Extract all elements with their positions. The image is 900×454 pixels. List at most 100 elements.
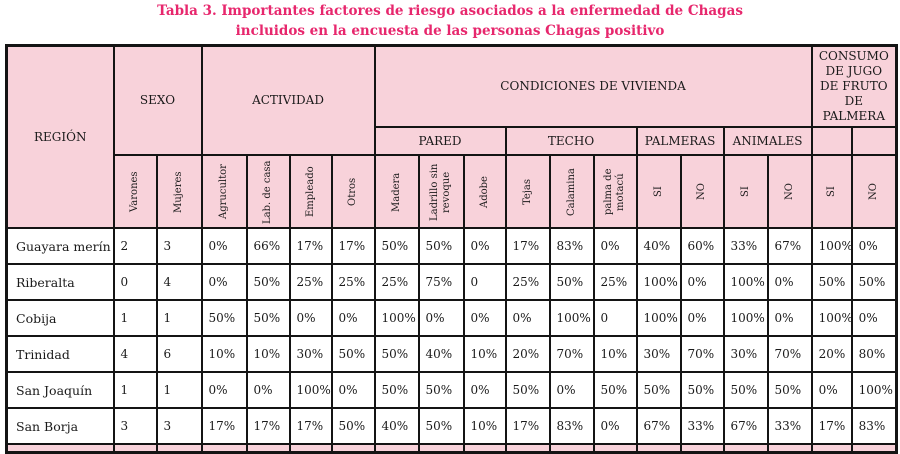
- column-header-tejas: Tejas: [504, 154, 551, 229]
- value-cell: 50%: [722, 371, 769, 409]
- value-cell: 0%: [417, 299, 465, 337]
- value-cell: 40%: [417, 335, 465, 373]
- value-cell: 0%: [592, 227, 638, 265]
- empty-header-cell: [810, 126, 853, 156]
- rotated-header-label: Empleado: [304, 166, 316, 217]
- group-header-actividad: ACTIVIDAD: [200, 44, 376, 156]
- value-cell: 0: [592, 299, 638, 337]
- value-cell: 50%: [417, 227, 465, 265]
- group-header-sexo: SEXO: [112, 44, 203, 156]
- value-cell: 50%: [810, 263, 853, 301]
- rotated-header-label: NO: [783, 183, 795, 200]
- value-cell: 20%: [504, 335, 551, 373]
- value-cell: 25%: [288, 263, 333, 301]
- value-cell: 50%: [766, 371, 813, 409]
- value-cell: 0%: [200, 227, 248, 265]
- column-header-mujeres: Mujeres: [155, 154, 203, 229]
- column-header-no: NO: [766, 154, 813, 229]
- table-row-cobija: Cobija 1 1 50% 50% 0% 0% 100% 0% 0% 0% 100% 0 100% 0% 1…: [5, 299, 898, 337]
- partial-bottom-row: [5, 443, 898, 452]
- value-cell: 40%: [635, 227, 682, 265]
- partial-row-cell: [504, 443, 551, 452]
- region-cell: Cobija: [5, 299, 115, 337]
- empty-header-cell: [850, 126, 898, 156]
- value-cell: 33%: [679, 407, 725, 445]
- partial-row-cell: [155, 443, 203, 452]
- value-cell: 3: [155, 227, 203, 265]
- column-header-region: REGIÓN: [5, 44, 115, 229]
- value-cell: 0%: [504, 299, 551, 337]
- value-cell: 17%: [504, 407, 551, 445]
- partial-row-cell: [330, 443, 376, 452]
- value-cell: 0%: [850, 299, 898, 337]
- value-cell: 50%: [635, 371, 682, 409]
- value-cell: 100%: [722, 263, 769, 301]
- value-cell: 100%: [635, 299, 682, 337]
- column-header-ladrillo-sin-revoque: Ladrillo sin revoque: [417, 154, 465, 229]
- value-cell: 0%: [766, 263, 813, 301]
- value-cell: 17%: [288, 227, 333, 265]
- value-cell: 0%: [288, 299, 333, 337]
- value-cell: 80%: [850, 335, 898, 373]
- value-cell: 30%: [635, 335, 682, 373]
- value-cell: 83%: [850, 407, 898, 445]
- value-cell: 50%: [245, 299, 291, 337]
- value-cell: 0: [462, 263, 507, 301]
- value-cell: 100%: [850, 371, 898, 409]
- value-cell: 50%: [850, 263, 898, 301]
- value-cell: 0%: [330, 371, 376, 409]
- value-cell: 66%: [245, 227, 291, 265]
- rotated-header-label: Adobe: [478, 175, 490, 208]
- rotated-header-label: SI: [825, 186, 837, 197]
- partial-row-cell: [417, 443, 465, 452]
- value-cell: 0%: [592, 407, 638, 445]
- rotated-header-label: Varones: [129, 171, 140, 212]
- partial-row-cell: [288, 443, 333, 452]
- value-cell: 100%: [373, 299, 420, 337]
- value-cell: 25%: [330, 263, 376, 301]
- rotated-header-label: palma de motacú: [603, 168, 627, 215]
- value-cell: 50%: [330, 335, 376, 373]
- value-cell: 50%: [679, 371, 725, 409]
- region-cell: Trinidad: [5, 335, 115, 373]
- partial-row-cell: [679, 443, 725, 452]
- value-cell: 0%: [810, 371, 853, 409]
- partial-row-cell: [592, 443, 638, 452]
- column-header-otros: Otros: [330, 154, 376, 229]
- region-cell: San Joaquín: [5, 371, 115, 409]
- value-cell: 10%: [462, 407, 507, 445]
- group-header-condiciones-de-vivienda: CONDICIONES DE VIVIENDA: [373, 44, 813, 128]
- column-header-madera: Madera: [373, 154, 420, 229]
- value-cell: 3: [112, 407, 158, 445]
- group-header-animales: ANIMALES: [722, 126, 813, 156]
- value-cell: 0%: [462, 371, 507, 409]
- value-cell: 25%: [592, 263, 638, 301]
- rotated-header-label: Calamina: [565, 167, 577, 216]
- value-cell: 1: [112, 299, 158, 337]
- column-header-si: SI: [635, 154, 682, 229]
- value-cell: 1: [112, 371, 158, 409]
- value-cell: 0%: [245, 371, 291, 409]
- table-title-line1: Tabla 3. Importantes factores de riesgo …: [157, 3, 743, 19]
- value-cell: 17%: [288, 407, 333, 445]
- value-cell: 100%: [548, 299, 595, 337]
- value-cell: 1: [155, 371, 203, 409]
- column-header-varones: Varones: [112, 154, 158, 229]
- value-cell: 0%: [330, 299, 376, 337]
- region-cell: Riberalta: [5, 263, 115, 301]
- value-cell: 6: [155, 335, 203, 373]
- value-cell: 17%: [330, 227, 376, 265]
- rotated-header-label: NO: [696, 183, 708, 200]
- rotated-header-label: SI: [739, 186, 751, 197]
- table-header: REGIÓN SEXO ACTIVIDAD CONDICIONES DE VIVIEN…: [5, 44, 898, 229]
- rotated-header-label: Ladrillo sin revoque: [429, 162, 453, 221]
- value-cell: 33%: [722, 227, 769, 265]
- table-row-riberalta: Riberalta 0 4 0% 50% 25% 25% 25% 75% 0 25% 50% 25% 10…: [5, 263, 898, 301]
- partial-row-cell: [722, 443, 769, 452]
- value-cell: 20%: [810, 335, 853, 373]
- value-cell: 70%: [766, 335, 813, 373]
- rotated-header-label: NO: [867, 183, 879, 200]
- value-cell: 17%: [200, 407, 248, 445]
- value-cell: 17%: [810, 407, 853, 445]
- value-cell: 0%: [679, 263, 725, 301]
